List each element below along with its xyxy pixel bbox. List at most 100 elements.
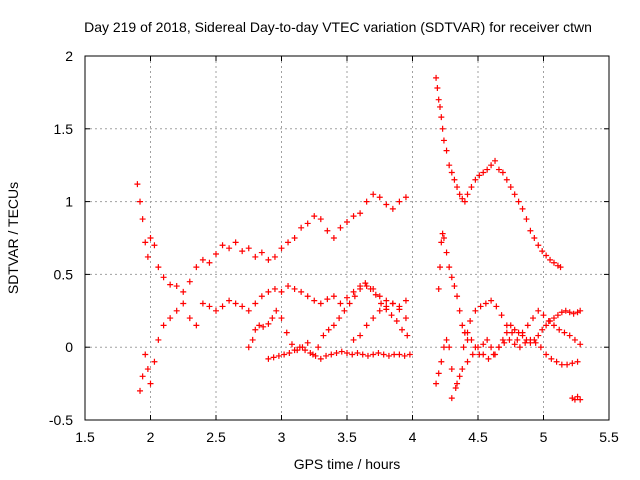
series-sat-f <box>433 74 564 271</box>
data-points <box>134 74 584 403</box>
data-point <box>545 317 552 324</box>
data-point <box>330 293 337 300</box>
data-point <box>380 351 387 358</box>
data-point <box>461 198 468 205</box>
x-tick-labels: 1.5 2 2.5 3 3.5 4 4.5 5 5.5 <box>75 429 619 445</box>
data-point <box>364 352 371 359</box>
data-point <box>437 103 444 110</box>
data-point <box>402 315 409 322</box>
data-point <box>396 351 403 358</box>
data-point <box>443 249 450 256</box>
data-point <box>501 339 508 346</box>
data-point <box>492 157 499 164</box>
data-point <box>265 355 272 362</box>
data-point <box>304 293 311 300</box>
y-tick-label: 0 <box>65 339 73 355</box>
data-point <box>252 326 259 333</box>
data-point <box>435 370 442 377</box>
data-point <box>142 239 149 246</box>
data-point <box>245 245 252 252</box>
data-point <box>571 396 578 403</box>
x-tick-label: 2 <box>147 429 155 445</box>
data-point <box>206 303 213 310</box>
data-point <box>320 332 327 339</box>
data-point <box>349 351 356 358</box>
data-point <box>245 344 252 351</box>
data-point <box>523 216 530 223</box>
x-tick-label: 3 <box>278 429 286 445</box>
x-tick-label: 1.5 <box>75 429 95 445</box>
data-point <box>311 297 318 304</box>
data-point <box>554 312 561 319</box>
data-point <box>206 259 213 266</box>
data-point <box>333 350 340 357</box>
data-point <box>363 322 370 329</box>
data-point <box>324 296 331 303</box>
data-point <box>557 264 564 271</box>
data-point <box>155 264 162 271</box>
data-point <box>232 239 239 246</box>
data-point <box>561 329 568 336</box>
data-point <box>488 297 495 304</box>
x-tick-label: 5 <box>540 429 548 445</box>
data-point <box>291 285 298 292</box>
data-point <box>495 166 502 173</box>
data-point <box>406 351 413 358</box>
series-sat-k <box>569 393 584 403</box>
data-point <box>569 360 576 367</box>
data-point <box>273 307 280 314</box>
data-point <box>558 309 565 316</box>
data-point <box>357 210 364 217</box>
data-point <box>147 235 154 241</box>
data-point <box>260 323 267 330</box>
data-point <box>460 344 467 351</box>
data-point <box>527 227 534 234</box>
data-point <box>376 293 383 300</box>
data-point <box>199 256 206 263</box>
data-point <box>344 294 350 301</box>
data-point <box>350 336 357 343</box>
data-point <box>515 198 522 205</box>
data-point <box>490 351 497 358</box>
data-point <box>317 355 324 362</box>
data-point <box>396 198 403 205</box>
data-point <box>239 303 246 310</box>
data-point <box>440 344 447 351</box>
data-point <box>137 387 144 394</box>
data-point <box>464 191 471 198</box>
data-point <box>350 213 357 220</box>
data-point <box>142 351 149 358</box>
data-point <box>285 283 292 290</box>
data-point <box>346 300 353 307</box>
data-point <box>151 242 158 249</box>
data-point <box>298 224 305 231</box>
data-point <box>134 181 141 188</box>
data-point <box>372 291 379 298</box>
data-point <box>539 326 546 333</box>
data-point <box>461 329 468 336</box>
data-point <box>213 307 219 314</box>
data-point <box>359 351 366 358</box>
data-point <box>344 350 350 357</box>
data-point <box>446 162 453 169</box>
data-point <box>160 274 167 281</box>
data-point <box>488 344 495 351</box>
data-point <box>344 218 350 225</box>
data-point <box>252 300 259 307</box>
data-point <box>485 355 492 362</box>
data-point <box>577 396 584 403</box>
data-point <box>543 252 550 259</box>
data-point <box>298 288 305 295</box>
data-point <box>219 242 226 249</box>
data-point <box>548 355 555 362</box>
data-point <box>448 395 455 402</box>
data-point <box>252 253 259 260</box>
data-point <box>283 329 290 336</box>
data-point <box>275 352 282 359</box>
data-point <box>438 239 445 246</box>
data-point <box>173 307 180 314</box>
data-point <box>543 351 550 358</box>
data-point <box>448 169 455 176</box>
data-point <box>245 307 252 314</box>
data-point <box>324 227 331 234</box>
